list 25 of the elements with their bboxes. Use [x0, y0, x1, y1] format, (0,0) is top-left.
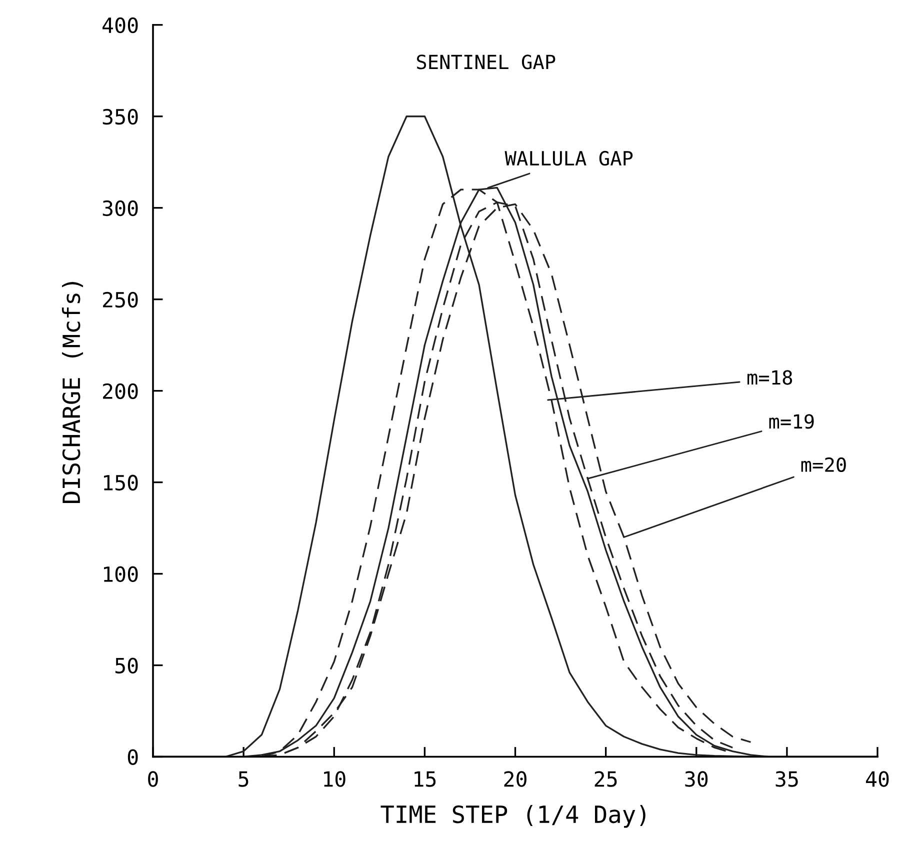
y-axis-title: DISCHARGE (Mcfs)	[62, 282, 84, 503]
x-tick-label: 25	[594, 771, 617, 787]
y-tick-label: 400	[102, 17, 138, 34]
x-axis-title: TIME STEP (1/4 Day)	[380, 804, 646, 828]
x-tick-label: 0	[148, 771, 158, 787]
y-tick-label: 100	[104, 566, 138, 582]
y-tick-label: 50	[115, 658, 138, 674]
x-tick-label: 15	[414, 771, 436, 787]
x-tick-label: 30	[685, 771, 708, 787]
x-tick-label: 10	[324, 771, 346, 787]
annotation: SENTINEL GAP	[416, 54, 556, 70]
annotation: WALLULA GAP	[504, 150, 633, 166]
annotation: m=20	[801, 457, 846, 472]
y-tick-label: 300	[102, 200, 138, 216]
y-tick-label: 200	[103, 383, 138, 400]
x-tick-label: 40	[866, 771, 889, 787]
y-tick-label: 150	[104, 474, 138, 491]
y-tick-label: 0	[128, 749, 138, 766]
x-tick-label: 35	[776, 771, 798, 787]
y-tick-label: 250	[103, 292, 138, 308]
x-tick-label: 5	[238, 771, 248, 787]
y-tick-label: 350	[102, 108, 138, 125]
x-tick-label: 20	[504, 771, 526, 787]
annotation: m=19	[769, 414, 814, 429]
annotation: m=18	[748, 370, 792, 385]
